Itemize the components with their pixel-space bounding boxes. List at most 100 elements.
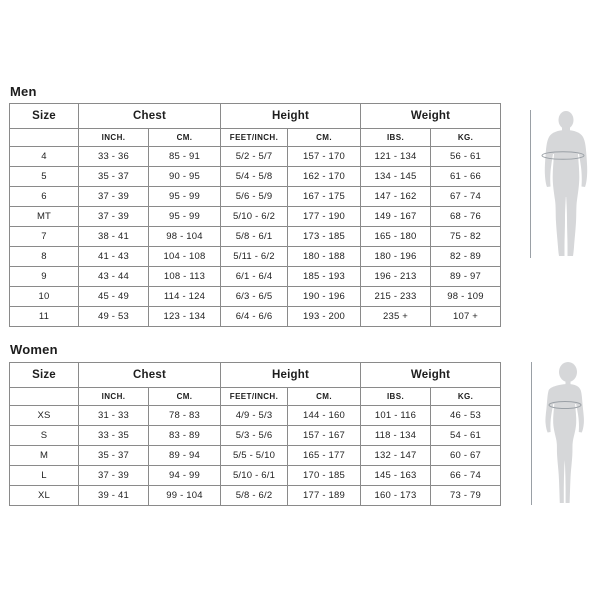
value-cell: 123 - 134 xyxy=(147,306,222,327)
value-cell: 5/8 - 6/1 xyxy=(220,226,289,247)
size-cell: 7 xyxy=(9,226,79,247)
weight-header: Weight xyxy=(360,362,502,388)
value-cell: 43 - 44 xyxy=(78,266,149,287)
size-subheader-empty xyxy=(9,128,79,147)
weight-header: Weight xyxy=(360,103,502,129)
height-header: Height xyxy=(220,103,362,129)
height-header: Height xyxy=(220,362,362,388)
value-cell: 89 - 97 xyxy=(430,266,502,287)
value-cell: 90 - 95 xyxy=(147,166,222,187)
men-sub-header-row: INCH. CM. FEET/INCH. CM. IBS. KG. xyxy=(9,128,502,147)
table-row: 8 41 - 43 104 - 108 5/11 - 6/2 180 - 188 180 … xyxy=(9,246,502,267)
chest-inch-subheader: INCH. xyxy=(78,387,149,406)
value-cell: 160 - 173 xyxy=(360,485,432,506)
value-cell: 94 - 99 xyxy=(147,465,222,486)
men-size-table: Size Chest Height Weight INCH. CM. FEET/… xyxy=(9,103,502,327)
female-head xyxy=(559,362,577,382)
size-cell: 4 xyxy=(9,146,79,167)
height-feetinch-subheader: FEET/INCH. xyxy=(220,387,289,406)
value-cell: 5/11 - 6/2 xyxy=(220,246,289,267)
value-cell: 4/9 - 5/3 xyxy=(220,405,289,426)
male-silhouette-icon xyxy=(530,110,588,258)
table-row: 6 37 - 39 95 - 99 5/6 - 5/9 167 - 175 147 - 1… xyxy=(9,186,502,207)
value-cell: 190 - 196 xyxy=(287,286,362,307)
size-cell: L xyxy=(9,465,79,486)
weight-kg-subheader: KG. xyxy=(430,128,502,147)
value-cell: 37 - 39 xyxy=(78,186,149,207)
value-cell: 180 - 188 xyxy=(287,246,362,267)
men-group-header-row: Size Chest Height Weight xyxy=(9,103,502,129)
table-row: MT 37 - 39 95 - 99 5/10 - 6/2 177 - 190 149 -… xyxy=(9,206,502,227)
male-head xyxy=(558,111,574,129)
value-cell: 45 - 49 xyxy=(78,286,149,307)
female-silhouette-icon xyxy=(531,362,584,505)
value-cell: 5/10 - 6/2 xyxy=(220,206,289,227)
value-cell: 118 - 134 xyxy=(360,425,432,446)
value-cell: 60 - 67 xyxy=(430,445,502,466)
value-cell: 37 - 39 xyxy=(78,465,149,486)
height-cm-subheader: CM. xyxy=(287,387,362,406)
table-row: 4 33 - 36 85 - 91 5/2 - 5/7 157 - 170 121 - 1… xyxy=(9,146,502,167)
size-cell: XS xyxy=(9,405,79,426)
value-cell: 35 - 37 xyxy=(78,166,149,187)
table-row: XL 39 - 41 99 - 104 5/8 - 6/2 177 - 189 160 -… xyxy=(9,485,502,506)
table-row: L 37 - 39 94 - 99 5/10 - 6/1 170 - 185 145 - … xyxy=(9,465,502,486)
weight-lbs-subheader: IBS. xyxy=(360,387,432,406)
value-cell: 170 - 185 xyxy=(287,465,362,486)
value-cell: 162 - 170 xyxy=(287,166,362,187)
size-cell: 9 xyxy=(9,266,79,287)
value-cell: 149 - 167 xyxy=(360,206,432,227)
value-cell: 46 - 53 xyxy=(430,405,502,426)
weight-kg-subheader: KG. xyxy=(430,387,502,406)
size-header: Size xyxy=(9,362,79,388)
size-cell: MT xyxy=(9,206,79,227)
chest-cm-subheader: CM. xyxy=(147,128,222,147)
value-cell: 147 - 162 xyxy=(360,186,432,207)
value-cell: 82 - 89 xyxy=(430,246,502,267)
table-row: XS 31 - 33 78 - 83 4/9 - 5/3 144 - 160 101 - … xyxy=(9,405,502,426)
value-cell: 5/2 - 5/7 xyxy=(220,146,289,167)
size-cell: 5 xyxy=(9,166,79,187)
height-cm-subheader: CM. xyxy=(287,128,362,147)
value-cell: 5/5 - 5/10 xyxy=(220,445,289,466)
size-header: Size xyxy=(9,103,79,129)
value-cell: 85 - 91 xyxy=(147,146,222,167)
female-neck xyxy=(565,378,571,385)
female-body xyxy=(545,384,584,503)
value-cell: 75 - 82 xyxy=(430,226,502,247)
table-row: M 35 - 37 89 - 94 5/5 - 5/10 165 - 177 132 - … xyxy=(9,445,502,466)
value-cell: 193 - 200 xyxy=(287,306,362,327)
male-body xyxy=(544,130,588,256)
value-cell: 101 - 116 xyxy=(360,405,432,426)
value-cell: 114 - 124 xyxy=(147,286,222,307)
table-row: 11 49 - 53 123 - 134 6/4 - 6/6 193 - 200 235 … xyxy=(9,306,502,327)
size-cell: 6 xyxy=(9,186,79,207)
value-cell: 167 - 175 xyxy=(287,186,362,207)
value-cell: 134 - 145 xyxy=(360,166,432,187)
size-cell: 8 xyxy=(9,246,79,267)
value-cell: 35 - 37 xyxy=(78,445,149,466)
chest-cm-subheader: CM. xyxy=(147,387,222,406)
value-cell: 41 - 43 xyxy=(78,246,149,267)
value-cell: 107 + xyxy=(430,306,502,327)
size-cell: XL xyxy=(9,485,79,506)
value-cell: 33 - 35 xyxy=(78,425,149,446)
value-cell: 66 - 74 xyxy=(430,465,502,486)
value-cell: 49 - 53 xyxy=(78,306,149,327)
table-row: 5 35 - 37 90 - 95 5/4 - 5/8 162 - 170 134 - 1… xyxy=(9,166,502,187)
value-cell: 39 - 41 xyxy=(78,485,149,506)
value-cell: 5/4 - 5/8 xyxy=(220,166,289,187)
male-neck xyxy=(562,125,570,132)
value-cell: 5/6 - 5/9 xyxy=(220,186,289,207)
table-row: 7 38 - 41 98 - 104 5/8 - 6/1 173 - 185 165 - … xyxy=(9,226,502,247)
value-cell: 31 - 33 xyxy=(78,405,149,426)
chest-measure-ellipse xyxy=(541,151,585,160)
value-cell: 68 - 76 xyxy=(430,206,502,227)
value-cell: 5/10 - 6/1 xyxy=(220,465,289,486)
chest-header: Chest xyxy=(77,103,222,129)
value-cell: 185 - 193 xyxy=(287,266,362,287)
value-cell: 61 - 66 xyxy=(430,166,502,187)
value-cell: 121 - 134 xyxy=(360,146,432,167)
value-cell: 165 - 180 xyxy=(360,226,432,247)
value-cell: 56 - 61 xyxy=(430,146,502,167)
